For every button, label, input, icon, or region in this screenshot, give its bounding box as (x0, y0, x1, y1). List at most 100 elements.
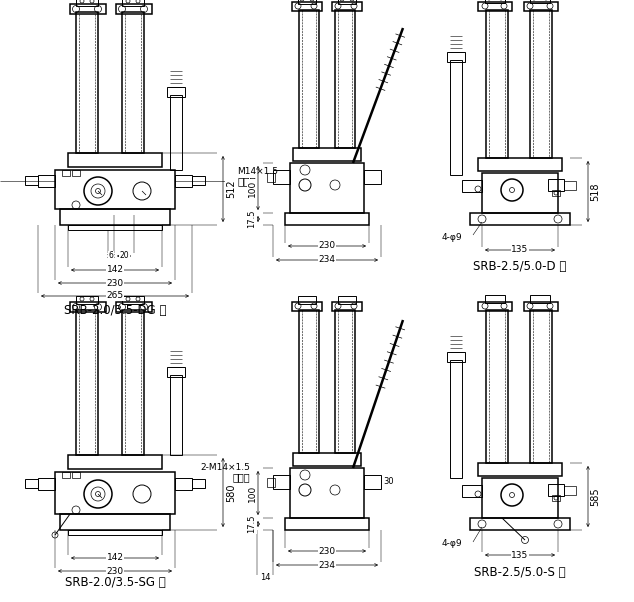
Bar (285, 213, 369, 225)
Bar (267, 478, 275, 487)
Bar (170, 95, 182, 170)
Bar (38, 478, 55, 490)
Bar (478, 463, 562, 476)
Bar (298, 0, 316, 4)
Bar (25, 479, 38, 488)
Bar (62, 170, 70, 176)
Bar (470, 518, 570, 530)
Bar (332, 302, 362, 311)
Text: 出油口: 出油口 (233, 472, 250, 482)
Text: 出油口: 出油口 (237, 176, 256, 186)
Text: 234: 234 (318, 255, 335, 264)
Bar (530, 10, 552, 158)
Bar (122, 296, 144, 304)
Text: 17.5: 17.5 (247, 515, 257, 533)
Bar (122, 12, 144, 153)
Bar (332, 2, 362, 11)
Bar (116, 4, 152, 14)
Bar (482, 478, 558, 518)
Bar (548, 484, 564, 496)
Bar (364, 475, 381, 489)
Bar (68, 530, 162, 535)
Bar (116, 302, 152, 312)
Bar (76, 0, 98, 6)
Bar (462, 485, 482, 497)
Bar (486, 310, 508, 463)
Text: M14×1.5: M14×1.5 (237, 167, 278, 176)
Bar (524, 302, 558, 311)
Bar (450, 60, 462, 175)
Bar (273, 475, 290, 489)
Text: 230: 230 (318, 547, 335, 556)
Text: 14: 14 (260, 574, 270, 583)
Text: 2-M14×1.5: 2-M14×1.5 (200, 464, 250, 473)
Text: 512: 512 (226, 179, 236, 198)
Text: 518: 518 (590, 182, 600, 200)
Bar (292, 2, 322, 11)
Bar (175, 478, 192, 490)
Bar (167, 87, 185, 97)
Bar (122, 0, 144, 6)
Text: 17.5: 17.5 (247, 209, 257, 228)
Bar (299, 310, 319, 453)
Bar (170, 375, 182, 455)
Bar (68, 225, 162, 230)
Bar (462, 180, 482, 192)
Bar (338, 296, 356, 304)
Text: 4-φ9: 4-φ9 (441, 232, 462, 241)
Text: 6: 6 (108, 252, 113, 261)
Bar (167, 367, 185, 377)
Bar (192, 479, 205, 488)
Bar (70, 302, 106, 312)
Bar (470, 213, 570, 225)
Bar (524, 2, 558, 11)
Text: 585: 585 (590, 487, 600, 506)
Bar (25, 176, 38, 185)
Text: 230: 230 (107, 279, 124, 288)
Text: SRB-2.5/5.0-D 型: SRB-2.5/5.0-D 型 (474, 261, 567, 273)
Bar (60, 209, 170, 225)
Bar (564, 486, 576, 495)
Bar (364, 170, 381, 184)
Text: 142: 142 (107, 553, 124, 562)
Text: 230: 230 (318, 241, 335, 250)
Bar (335, 310, 355, 453)
Bar (485, 0, 505, 3)
Text: 30: 30 (383, 477, 394, 486)
Bar (285, 518, 369, 530)
Bar (72, 170, 80, 176)
Bar (70, 4, 106, 14)
Text: 100: 100 (247, 485, 257, 501)
Text: SRB-2.0/3.5-DG 型: SRB-2.0/3.5-DG 型 (64, 303, 166, 317)
Bar (299, 10, 319, 148)
Bar (122, 310, 144, 455)
Text: 230: 230 (107, 566, 124, 576)
Text: 100: 100 (247, 179, 257, 197)
Bar (293, 453, 361, 466)
Bar (478, 302, 512, 311)
Bar (62, 472, 70, 478)
Bar (60, 514, 170, 530)
Text: 142: 142 (107, 265, 124, 275)
Bar (478, 2, 512, 11)
Bar (482, 173, 558, 213)
Bar (273, 170, 290, 184)
Bar (76, 12, 98, 153)
Bar (564, 181, 576, 190)
Bar (72, 472, 80, 478)
Text: 265: 265 (107, 291, 124, 300)
Bar (530, 0, 550, 3)
Text: 234: 234 (318, 560, 335, 569)
Bar (293, 148, 361, 161)
Bar (552, 190, 560, 196)
Bar (76, 310, 98, 455)
Bar (335, 10, 355, 148)
Bar (290, 163, 364, 213)
Text: 4-φ9: 4-φ9 (441, 539, 462, 548)
Bar (175, 175, 192, 187)
Bar (38, 175, 55, 187)
Bar (55, 472, 175, 514)
Bar (530, 310, 552, 463)
Bar (267, 173, 275, 182)
Bar (548, 179, 564, 191)
